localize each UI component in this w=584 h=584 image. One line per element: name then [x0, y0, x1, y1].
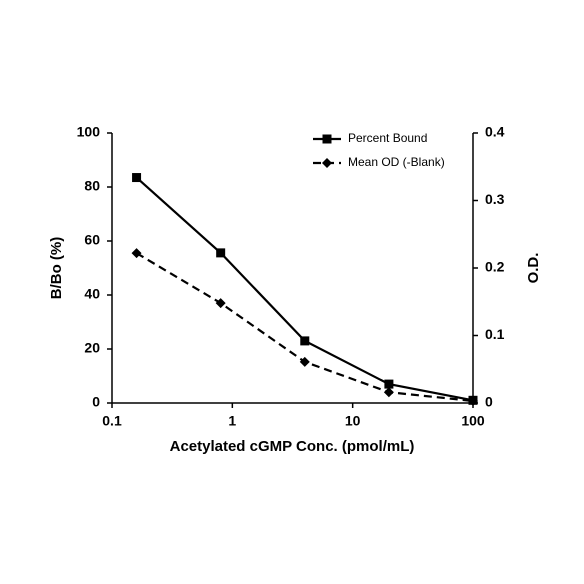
- y2-tick-label: 0.3: [485, 191, 505, 207]
- y-tick-label: 80: [84, 178, 100, 194]
- x-tick-label: 1: [228, 413, 236, 429]
- y-axis-label: B/Bo (%): [48, 237, 65, 300]
- y-tick-label: 20: [84, 340, 100, 356]
- legend-label: Percent Bound: [348, 131, 427, 145]
- x-tick-label: 10: [345, 413, 361, 429]
- marker: [468, 395, 478, 406]
- legend-marker: [322, 134, 332, 144]
- y2-tick-label: 0.1: [485, 326, 505, 342]
- y2-tick-label: 0.2: [485, 259, 505, 275]
- marker: [299, 356, 310, 367]
- legend-label: Mean OD (-Blank): [348, 155, 445, 169]
- marker: [384, 379, 394, 389]
- y2-tick-label: 0: [485, 394, 493, 410]
- y-tick-label: 40: [84, 286, 100, 302]
- x-tick-label: 100: [461, 413, 485, 429]
- marker: [383, 387, 394, 398]
- y2-tick-label: 0.4: [485, 124, 505, 140]
- x-tick-label: 0.1: [102, 413, 122, 429]
- y2-axis-label: O.D.: [525, 253, 542, 284]
- marker: [300, 336, 310, 346]
- y-tick-label: 60: [84, 232, 100, 248]
- marker: [216, 248, 226, 258]
- y-tick-label: 0: [92, 394, 100, 410]
- marker: [132, 173, 142, 183]
- legend-marker: [322, 158, 332, 168]
- marker: [215, 298, 226, 309]
- x-axis-label: Acetylated cGMP Conc. (pmol/mL): [170, 438, 415, 455]
- marker: [131, 248, 142, 259]
- y-tick-label: 100: [77, 124, 101, 140]
